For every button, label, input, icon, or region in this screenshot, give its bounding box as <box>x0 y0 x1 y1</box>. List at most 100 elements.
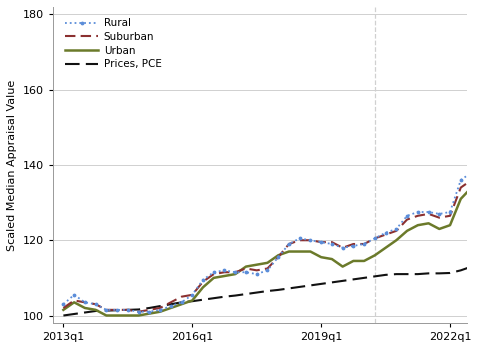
Rural <box>71 293 77 297</box>
Urban <box>146 312 152 316</box>
Urban <box>243 265 249 269</box>
Rural <box>372 236 378 240</box>
Rural <box>468 170 474 174</box>
Prices, PCE <box>82 310 88 314</box>
Rural <box>232 270 238 274</box>
Urban <box>458 197 464 201</box>
Rural <box>60 302 66 306</box>
Rural <box>264 268 270 273</box>
Suburban <box>146 308 152 312</box>
Prices, PCE <box>254 290 260 295</box>
Prices, PCE <box>125 308 131 312</box>
Prices, PCE <box>340 279 346 283</box>
Rural <box>361 242 367 246</box>
Urban <box>436 227 442 231</box>
Urban <box>361 259 367 263</box>
Prices, PCE <box>350 277 356 282</box>
Suburban <box>125 308 131 312</box>
Urban <box>404 229 410 233</box>
Rural <box>104 308 109 312</box>
Suburban <box>361 242 367 246</box>
Suburban <box>276 255 281 259</box>
Suburban <box>136 310 142 314</box>
Rural <box>93 302 98 306</box>
Prices, PCE <box>318 282 324 286</box>
Urban <box>104 313 109 318</box>
Prices, PCE <box>60 313 66 318</box>
Prices, PCE <box>222 295 228 299</box>
Prices, PCE <box>436 271 442 275</box>
Suburban <box>318 240 324 244</box>
Suburban <box>350 242 356 246</box>
Rural <box>318 240 324 244</box>
Urban <box>114 313 120 318</box>
Urban <box>372 253 378 258</box>
Suburban <box>404 217 410 222</box>
Prices, PCE <box>157 304 163 308</box>
Prices, PCE <box>458 268 464 273</box>
Suburban <box>372 236 378 240</box>
Rural <box>82 300 88 304</box>
Urban <box>93 308 98 312</box>
Suburban <box>82 300 88 304</box>
Prices, PCE <box>383 273 388 277</box>
Urban <box>232 272 238 276</box>
Rural <box>436 212 442 216</box>
Rural <box>254 272 260 276</box>
Suburban <box>232 270 238 274</box>
Rural <box>136 310 142 314</box>
Line: Prices, PCE: Prices, PCE <box>63 235 480 315</box>
Rural <box>415 210 420 214</box>
Rural <box>125 308 131 312</box>
Prices, PCE <box>200 298 206 302</box>
Suburban <box>415 214 420 218</box>
Rural <box>179 300 184 304</box>
Suburban <box>264 266 270 270</box>
Urban <box>190 298 195 303</box>
Prices, PCE <box>146 306 152 310</box>
Suburban <box>179 295 184 299</box>
Prices, PCE <box>426 271 432 275</box>
Rural <box>114 308 120 312</box>
Suburban <box>71 298 77 303</box>
Rural <box>211 270 216 274</box>
Prices, PCE <box>361 276 367 280</box>
Prices, PCE <box>232 294 238 298</box>
Prices, PCE <box>93 309 98 313</box>
Prices, PCE <box>372 274 378 279</box>
Urban <box>383 246 388 250</box>
Urban <box>71 300 77 304</box>
Urban <box>60 308 66 312</box>
Prices, PCE <box>308 283 313 288</box>
Urban <box>415 223 420 227</box>
Rural <box>426 210 432 214</box>
Urban <box>340 265 346 269</box>
Suburban <box>426 212 432 216</box>
Prices, PCE <box>297 285 302 289</box>
Prices, PCE <box>243 292 249 296</box>
Urban <box>179 302 184 306</box>
Urban <box>254 262 260 267</box>
Line: Suburban: Suburban <box>63 45 480 312</box>
Rural <box>383 231 388 235</box>
Line: Urban: Urban <box>63 90 480 315</box>
Suburban <box>286 242 292 246</box>
Suburban <box>447 214 453 218</box>
Suburban <box>297 238 302 242</box>
Suburban <box>114 308 120 312</box>
Urban <box>468 185 474 190</box>
Prices, PCE <box>264 289 270 293</box>
Suburban <box>436 216 442 220</box>
Prices, PCE <box>71 312 77 316</box>
Suburban <box>222 270 228 274</box>
Suburban <box>394 229 399 233</box>
Urban <box>200 285 206 289</box>
Urban <box>308 250 313 254</box>
Suburban <box>190 293 195 297</box>
Suburban <box>468 178 474 182</box>
Suburban <box>104 308 109 312</box>
Prices, PCE <box>415 272 420 276</box>
Urban <box>125 313 131 318</box>
Urban <box>82 306 88 310</box>
Rural <box>190 293 195 297</box>
